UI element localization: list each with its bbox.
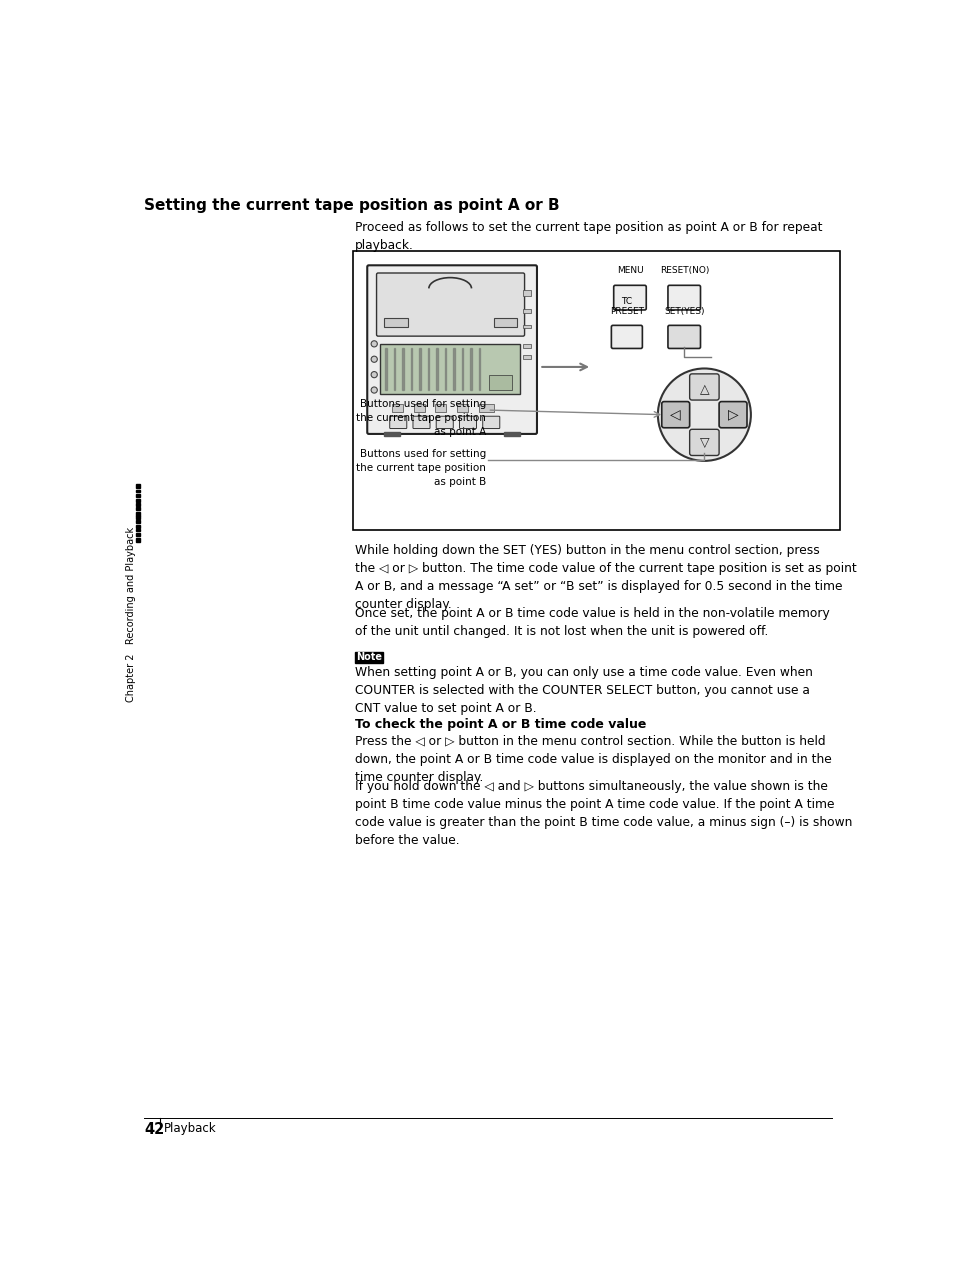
Bar bbox=[136, 512, 140, 516]
Bar bbox=[136, 494, 140, 497]
Bar bbox=[493, 317, 517, 327]
Bar bbox=[504, 432, 519, 436]
Text: Chapter 2   Recording and Playback: Chapter 2 Recording and Playback bbox=[126, 527, 135, 702]
Bar bbox=[444, 348, 446, 390]
Text: While holding down the SET (YES) button in the menu control section, press
the ◁: While holding down the SET (YES) button … bbox=[355, 544, 856, 612]
Bar bbox=[136, 529, 140, 531]
Text: △: △ bbox=[699, 383, 708, 396]
Bar bbox=[136, 538, 140, 541]
FancyBboxPatch shape bbox=[436, 417, 453, 428]
FancyBboxPatch shape bbox=[719, 401, 746, 428]
Bar bbox=[380, 344, 519, 394]
Text: Playback: Playback bbox=[164, 1121, 216, 1135]
Circle shape bbox=[371, 357, 377, 362]
Bar bbox=[456, 404, 468, 412]
Bar bbox=[384, 432, 399, 436]
Bar bbox=[418, 348, 420, 390]
Bar bbox=[136, 534, 140, 536]
Bar bbox=[136, 490, 140, 493]
Bar bbox=[136, 503, 140, 506]
Bar bbox=[488, 375, 512, 390]
FancyBboxPatch shape bbox=[376, 273, 524, 336]
Bar bbox=[522, 325, 530, 329]
Bar bbox=[385, 348, 387, 390]
Bar bbox=[470, 348, 472, 390]
Bar bbox=[392, 404, 402, 412]
Bar bbox=[522, 355, 530, 359]
Text: TC
PRESET: TC PRESET bbox=[609, 297, 643, 316]
Text: ▷: ▷ bbox=[727, 408, 738, 422]
Text: ▽: ▽ bbox=[699, 436, 708, 448]
Text: When setting point A or B, you can only use a time code value. Even when
COUNTER: When setting point A or B, you can only … bbox=[355, 666, 812, 715]
FancyBboxPatch shape bbox=[667, 325, 700, 349]
Text: SET(YES): SET(YES) bbox=[664, 307, 704, 316]
Text: Press the ◁ or ▷ button in the menu control section. While the button is held
do: Press the ◁ or ▷ button in the menu cont… bbox=[355, 735, 831, 784]
Text: Once set, the point A or B time code value is held in the non-volatile memory
of: Once set, the point A or B time code val… bbox=[355, 608, 829, 638]
FancyBboxPatch shape bbox=[661, 401, 689, 428]
Text: If you hold down the ◁ and ▷ buttons simultaneously, the value shown is the
poin: If you hold down the ◁ and ▷ buttons sim… bbox=[355, 780, 851, 847]
FancyBboxPatch shape bbox=[689, 373, 719, 400]
Bar bbox=[478, 404, 494, 412]
Bar bbox=[136, 525, 140, 527]
Text: 42: 42 bbox=[144, 1121, 164, 1136]
Bar bbox=[355, 652, 382, 662]
Text: RESET(NO): RESET(NO) bbox=[659, 265, 709, 274]
Bar bbox=[478, 348, 480, 390]
Text: ◁: ◁ bbox=[670, 408, 680, 422]
FancyBboxPatch shape bbox=[611, 325, 641, 349]
Text: Setting the current tape position as point A or B: Setting the current tape position as poi… bbox=[144, 197, 559, 213]
FancyBboxPatch shape bbox=[482, 417, 499, 428]
FancyBboxPatch shape bbox=[390, 417, 406, 428]
Bar bbox=[353, 251, 840, 530]
Bar bbox=[453, 348, 455, 390]
Text: Buttons used for setting
the current tape position
as point A: Buttons used for setting the current tap… bbox=[355, 399, 485, 437]
Bar bbox=[394, 348, 395, 390]
Bar bbox=[136, 520, 140, 524]
Bar bbox=[136, 507, 140, 510]
Bar bbox=[522, 310, 530, 313]
Bar bbox=[522, 344, 530, 348]
Bar bbox=[136, 516, 140, 519]
Bar bbox=[522, 290, 530, 296]
FancyBboxPatch shape bbox=[459, 417, 476, 428]
Text: Note: Note bbox=[355, 652, 381, 662]
Text: Buttons used for setting
the current tape position
as point B: Buttons used for setting the current tap… bbox=[355, 450, 485, 488]
Circle shape bbox=[658, 368, 750, 461]
Text: MENU: MENU bbox=[617, 265, 643, 274]
Bar bbox=[435, 404, 446, 412]
Bar bbox=[384, 317, 407, 327]
Bar bbox=[436, 348, 437, 390]
Circle shape bbox=[371, 340, 377, 347]
FancyBboxPatch shape bbox=[413, 417, 430, 428]
Bar bbox=[410, 348, 412, 390]
FancyBboxPatch shape bbox=[667, 285, 700, 310]
FancyBboxPatch shape bbox=[689, 429, 719, 456]
Text: Proceed as follows to set the current tape position as point A or B for repeat
p: Proceed as follows to set the current ta… bbox=[355, 220, 821, 252]
FancyBboxPatch shape bbox=[613, 285, 645, 310]
Bar bbox=[427, 348, 429, 390]
Circle shape bbox=[371, 372, 377, 377]
Circle shape bbox=[371, 387, 377, 394]
Bar bbox=[461, 348, 463, 390]
Bar bbox=[136, 484, 140, 488]
Bar bbox=[402, 348, 403, 390]
Bar bbox=[136, 498, 140, 502]
FancyBboxPatch shape bbox=[367, 265, 537, 434]
Bar bbox=[414, 404, 424, 412]
Text: To check the point A or B time code value: To check the point A or B time code valu… bbox=[355, 719, 645, 731]
